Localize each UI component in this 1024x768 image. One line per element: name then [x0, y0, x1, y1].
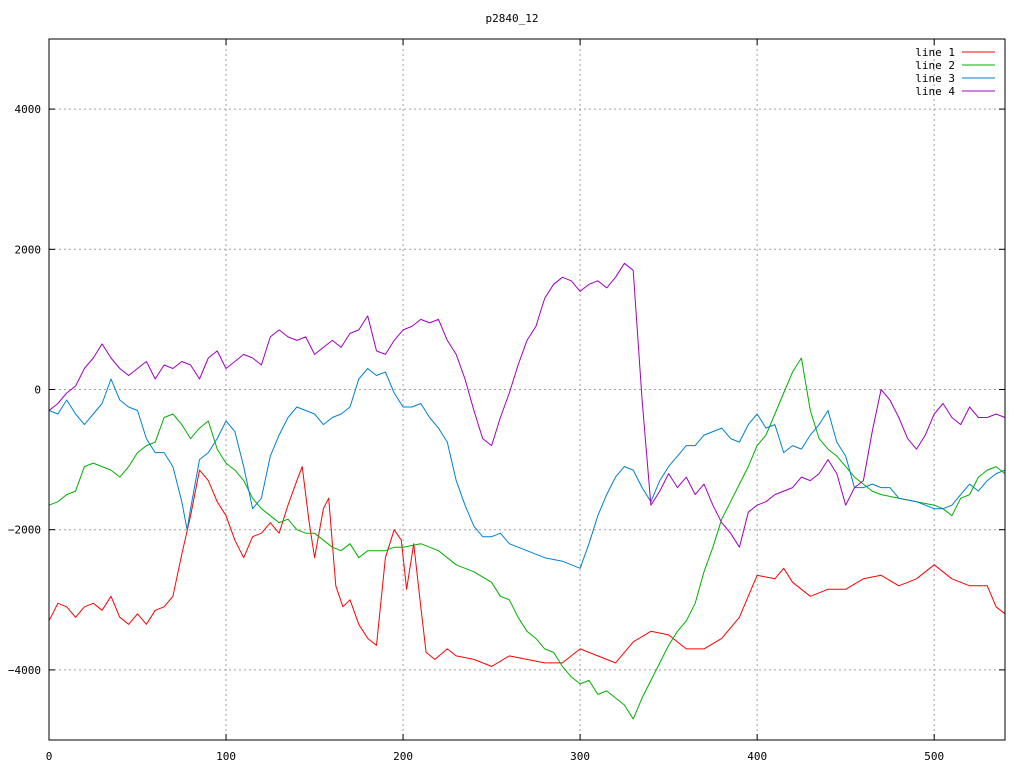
x-tick-label: 200 — [393, 750, 413, 763]
axis-ticks: 0 100 200 300 400 500 −4000 −2000 0 2000 4000 — [8, 39, 1005, 763]
y-tick-label: 2000 — [15, 243, 42, 256]
legend-label: line 2 — [915, 59, 955, 72]
legend-label: line 1 — [915, 46, 955, 59]
legend-label: line 3 — [915, 72, 955, 85]
series-line-1 — [48, 466, 1006, 667]
x-tick-label: 300 — [570, 750, 590, 763]
series-layer — [48, 262, 1006, 720]
plot-frame — [48, 38, 1006, 741]
x-tick-label: 0 — [46, 750, 53, 763]
x-tick-label: 500 — [924, 750, 944, 763]
x-tick-label: 100 — [216, 750, 236, 763]
legend-label: line 4 — [915, 85, 955, 98]
y-tick-label: −4000 — [8, 664, 41, 677]
grid — [49, 39, 1005, 740]
chart-title: p2840_12 — [486, 12, 539, 25]
series-line-4 — [48, 262, 1006, 548]
y-tick-label: 4000 — [15, 103, 42, 116]
series-line-3 — [48, 368, 1006, 569]
x-tick-label: 400 — [747, 750, 767, 763]
y-tick-label: −2000 — [8, 524, 41, 537]
y-tick-label: 0 — [34, 384, 41, 397]
series-line-2 — [48, 357, 1006, 720]
